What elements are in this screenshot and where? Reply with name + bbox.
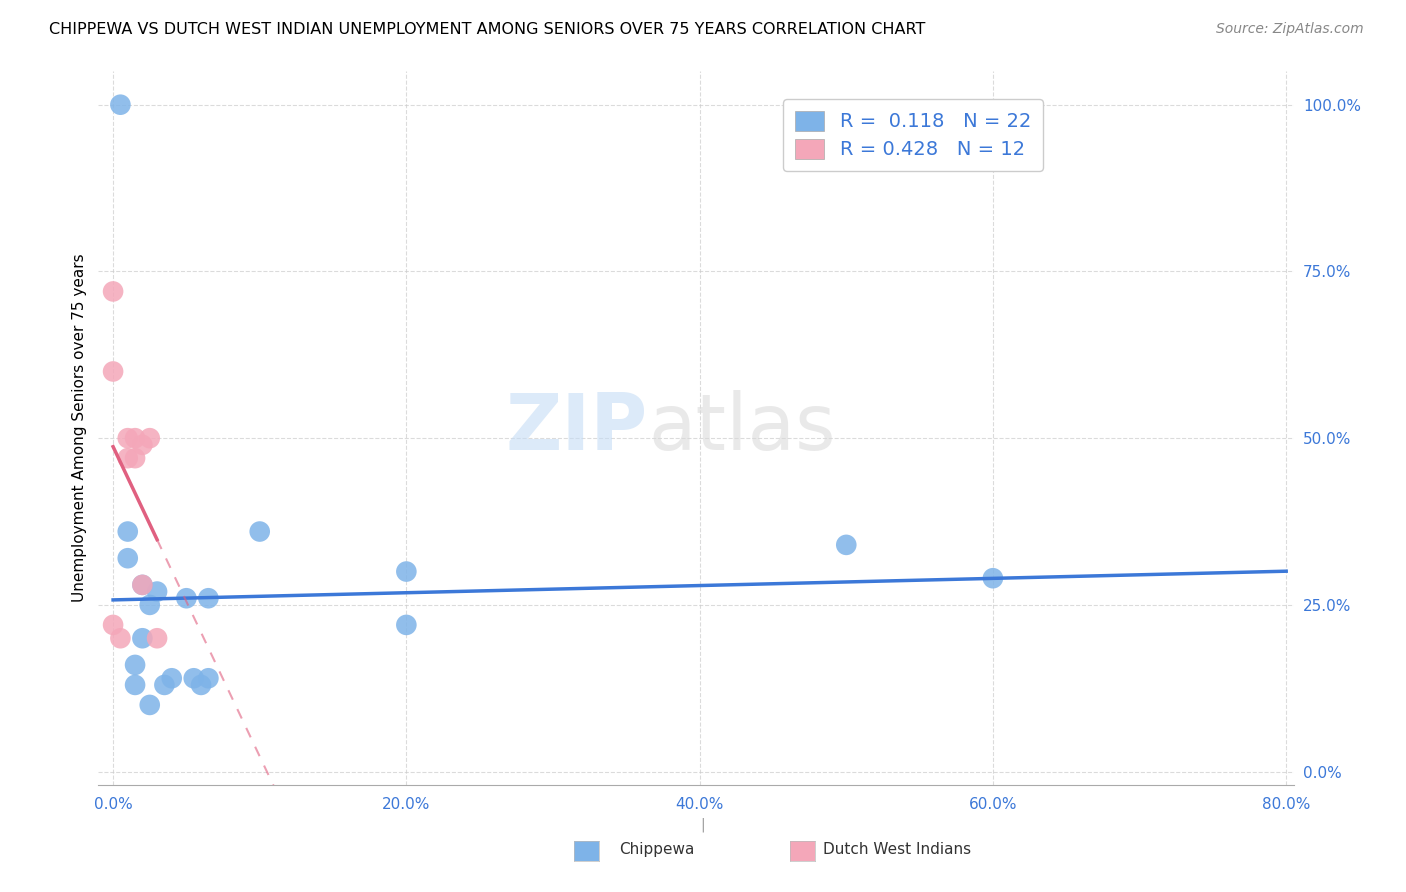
- Point: [153, 678, 176, 692]
- Point: [139, 598, 162, 612]
- Point: [197, 591, 219, 606]
- Point: [101, 285, 124, 299]
- Text: Source: ZipAtlas.com: Source: ZipAtlas.com: [1216, 22, 1364, 37]
- Point: [835, 538, 858, 552]
- Point: [176, 591, 198, 606]
- Point: [110, 632, 132, 646]
- Point: [124, 678, 146, 692]
- Point: [124, 657, 146, 672]
- Point: [117, 451, 139, 466]
- Point: [395, 565, 418, 579]
- Point: [139, 431, 162, 445]
- Point: [101, 618, 124, 632]
- Point: [131, 632, 153, 646]
- Point: [110, 97, 132, 112]
- Point: [117, 431, 139, 445]
- Point: [190, 678, 212, 692]
- Text: atlas: atlas: [648, 390, 835, 467]
- Point: [249, 524, 271, 539]
- Point: [101, 364, 124, 378]
- Point: [124, 451, 146, 466]
- Text: ZIP: ZIP: [506, 390, 648, 467]
- Point: [395, 618, 418, 632]
- Point: [131, 438, 153, 452]
- Point: [981, 571, 1004, 585]
- Point: [131, 578, 153, 592]
- Text: |: |: [700, 818, 706, 832]
- Legend: R =  0.118   N = 22, R = 0.428   N = 12: R = 0.118 N = 22, R = 0.428 N = 12: [783, 99, 1043, 171]
- Point: [117, 551, 139, 566]
- Text: CHIPPEWA VS DUTCH WEST INDIAN UNEMPLOYMENT AMONG SENIORS OVER 75 YEARS CORRELATI: CHIPPEWA VS DUTCH WEST INDIAN UNEMPLOYME…: [49, 22, 925, 37]
- Point: [183, 671, 205, 685]
- Text: Chippewa: Chippewa: [619, 842, 695, 856]
- Point: [160, 671, 183, 685]
- Point: [146, 632, 169, 646]
- Point: [131, 578, 153, 592]
- Point: [124, 431, 146, 445]
- Y-axis label: Unemployment Among Seniors over 75 years: Unemployment Among Seniors over 75 years: [72, 254, 87, 602]
- Point: [197, 671, 219, 685]
- Point: [117, 524, 139, 539]
- Text: Dutch West Indians: Dutch West Indians: [823, 842, 970, 856]
- Point: [146, 584, 169, 599]
- Point: [139, 698, 162, 712]
